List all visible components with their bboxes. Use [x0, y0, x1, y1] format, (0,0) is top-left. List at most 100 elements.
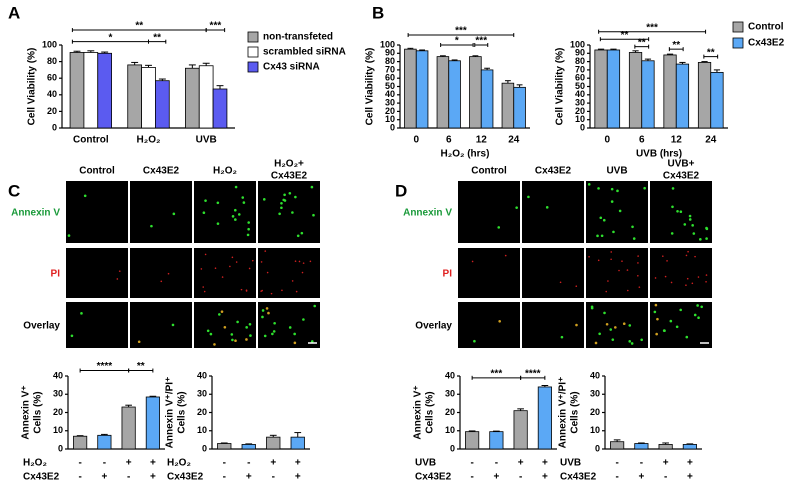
y-tick-label: 90: [575, 48, 585, 58]
bar: [404, 48, 417, 129]
cell-dot: [498, 319, 501, 323]
significance-label: **: [153, 32, 161, 43]
treatment-mark: -: [640, 458, 643, 469]
cell-dot: [248, 267, 251, 270]
cell-dot: [281, 289, 283, 292]
row-label: PI: [443, 269, 453, 280]
cell-dot: [241, 196, 245, 199]
cell-dot: [137, 340, 141, 344]
bar: [141, 67, 156, 129]
cell-dot: [248, 322, 252, 326]
treatment-mark: -: [470, 458, 473, 469]
micrograph: [522, 248, 584, 298]
y-tick-label: 100: [570, 39, 585, 49]
significance-label: *: [455, 36, 459, 47]
cell-dot: [691, 282, 694, 285]
bar: [69, 52, 85, 129]
bar: [663, 54, 677, 129]
treatment-mark: +: [542, 472, 548, 483]
column-label: Control: [471, 166, 507, 177]
cell-dot: [302, 318, 305, 321]
cell-dot: [206, 329, 210, 333]
y-tick-label: 40: [590, 370, 600, 380]
y-axis-title: Cell Viability (%): [555, 48, 566, 126]
y-tick-label: 10: [385, 114, 395, 124]
cell-dot: [280, 201, 283, 205]
cell-dot: [235, 261, 238, 263]
cell-dot: [261, 315, 264, 319]
y-tick-label: 0: [58, 443, 63, 453]
y-tick-label: 30: [197, 389, 207, 399]
cell-dot: [298, 260, 301, 263]
cell-dot: [705, 280, 707, 283]
cell-dot: [310, 185, 314, 189]
cell-dot: [666, 260, 668, 262]
y-tick-label: 20: [47, 106, 57, 116]
cell-dot: [575, 285, 578, 288]
cell-dot: [266, 271, 269, 274]
cell-dot: [504, 254, 507, 257]
treatment-mark: -: [247, 458, 250, 469]
cell-dot: [118, 270, 121, 272]
y-tick-label: 80: [385, 56, 395, 66]
cell-dot: [671, 187, 675, 190]
y-tick-label: 10: [575, 114, 585, 124]
micrograph: [522, 181, 584, 243]
treatment-mark: -: [615, 458, 618, 469]
legend-swatch: [732, 21, 744, 33]
legend-label: Control: [748, 22, 784, 33]
panel-label: B: [372, 3, 384, 22]
row-label: Overlay: [23, 321, 60, 332]
cell-dot: [622, 322, 626, 326]
bar: [513, 86, 526, 129]
cell-dot: [559, 281, 562, 284]
bar: [415, 50, 429, 129]
cell-dot: [204, 253, 207, 256]
cell-dot: [171, 323, 175, 327]
legend-swatch: [247, 61, 259, 73]
cell-dot: [288, 191, 292, 195]
bar: [675, 63, 690, 129]
cell-dot: [247, 221, 250, 224]
x-tick-label: UVB: [196, 135, 217, 146]
treatment-mark: +: [295, 472, 301, 483]
cell-dot: [280, 206, 283, 210]
y-tick-label: 30: [575, 97, 585, 107]
cell-dot: [676, 209, 679, 213]
bar: [658, 444, 673, 450]
cell-dot: [610, 258, 612, 261]
cell-dot: [245, 290, 248, 292]
micrograph: [586, 248, 648, 298]
cell-dot: [610, 251, 613, 253]
cell-dot: [694, 255, 696, 258]
bar: [501, 82, 515, 129]
cell-dot: [310, 340, 314, 343]
cell-dot: [662, 255, 664, 257]
cell-dot: [683, 223, 687, 226]
cell-dot: [80, 312, 83, 315]
cell-dot: [271, 332, 274, 336]
cell-dot: [587, 183, 591, 186]
cell-dot: [637, 262, 639, 264]
cell-dot: [214, 267, 217, 270]
legend-swatch: [247, 46, 259, 58]
cell-dot: [628, 340, 632, 343]
treatment-label: UVB: [560, 458, 581, 469]
bar: [290, 436, 305, 450]
y-axis-title: Cells (%): [33, 391, 44, 433]
x-tick-label: 0: [413, 135, 419, 146]
y-tick-label: 90: [385, 48, 395, 58]
cell-dot: [294, 260, 297, 262]
significance-label: **: [672, 40, 680, 51]
x-tick-label: 6: [639, 135, 645, 146]
treatment-mark: +: [150, 458, 156, 469]
y-axis-title: Annexin V⁺/PI⁺: [558, 377, 569, 449]
panel-label: D: [395, 181, 407, 200]
y-tick-label: 80: [47, 56, 57, 66]
y-tick-label: 80: [575, 56, 585, 66]
cell-dot: [664, 275, 667, 278]
cell-dot: [527, 195, 530, 199]
micrograph: [130, 181, 192, 243]
y-tick-label: 10: [590, 425, 600, 435]
cell-dot: [231, 215, 235, 218]
